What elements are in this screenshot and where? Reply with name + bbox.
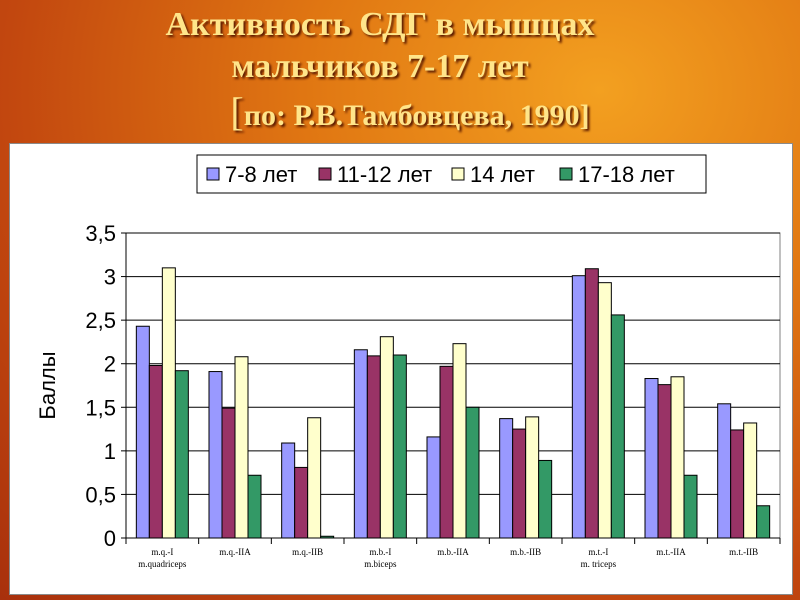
bar — [234, 356, 249, 539]
bar — [366, 355, 381, 539]
bar — [683, 474, 698, 539]
x-category-label: m. triceps — [581, 559, 617, 569]
slide-citation: [по: Р.В.Тамбовцева, 1990] — [10, 88, 800, 135]
bar — [174, 370, 189, 539]
bar — [148, 364, 163, 539]
bar-chart: 0 0,5 1 1,5 2 2,5 3 3,5 m.q.-I m.quadriceps m.q.-I… — [35, 154, 781, 569]
legend-label: 14 лет — [470, 162, 535, 187]
bar — [135, 325, 150, 539]
bar — [353, 349, 368, 539]
slide-title-line2: мальчиков 7-17 лет — [231, 48, 529, 85]
x-category-label: m.biceps — [364, 559, 397, 569]
y-tick-label: 2 — [104, 352, 116, 377]
x-category-label: m.quadriceps — [138, 559, 187, 569]
x-category-label: m.q.-I — [151, 547, 173, 557]
legend-swatch — [559, 167, 573, 181]
bar — [610, 314, 625, 539]
y-tick-label: 2,5 — [85, 308, 116, 333]
legend-label: 17-18 лет — [578, 162, 675, 187]
x-category-label: m.b.-I — [369, 547, 391, 557]
citation-bracket: [ — [230, 89, 244, 134]
legend-label: 7-8 лет — [225, 162, 297, 187]
bar — [525, 416, 540, 539]
legend-swatch — [318, 167, 332, 181]
bar — [379, 336, 394, 539]
x-category-label: m.t.-IIB — [729, 547, 758, 557]
citation-text: по: Р.В.Тамбовцева, 1990] — [243, 99, 590, 132]
slide-title-line1: Активность СДГ в мышцах — [165, 6, 595, 43]
bar — [597, 282, 612, 539]
bar — [670, 376, 685, 539]
bar — [281, 442, 296, 539]
bar — [512, 428, 527, 539]
chart-panel: 0 0,5 1 1,5 2 2,5 3 3,5 m.q.-I m.quadriceps m.q.-I… — [9, 143, 793, 595]
x-category-label: m.q.-IIA — [219, 547, 251, 557]
bar — [208, 371, 223, 539]
bar — [657, 384, 672, 539]
bar — [730, 429, 745, 539]
bar — [571, 275, 586, 539]
x-category-label: m.t.-IIA — [656, 547, 686, 557]
y-tick-label: 0,5 — [85, 482, 116, 507]
x-category-label: m.q.-IIB — [292, 547, 323, 557]
bar — [247, 474, 262, 539]
y-tick-label: 0 — [104, 526, 116, 551]
bar — [584, 268, 599, 539]
bar — [499, 418, 514, 539]
legend-swatch — [206, 167, 220, 181]
legend-label: 11-12 лет — [337, 162, 432, 187]
bar — [161, 267, 176, 539]
bar — [439, 365, 454, 539]
bar — [644, 378, 659, 539]
y-axis-label: Баллы — [35, 351, 60, 419]
y-tick-label: 3,5 — [85, 221, 116, 246]
bar — [221, 407, 236, 539]
bar — [320, 535, 335, 539]
y-tick-label: 1,5 — [85, 395, 116, 420]
bar — [294, 466, 309, 539]
bar — [717, 403, 732, 539]
y-tick-label: 1 — [104, 439, 116, 464]
bar — [465, 406, 480, 539]
y-tick-label: 3 — [104, 265, 116, 290]
x-category-label: m.t.-I — [588, 547, 608, 557]
bar — [756, 505, 771, 539]
bar — [426, 436, 441, 539]
bar — [743, 422, 758, 539]
bar — [538, 459, 553, 539]
x-category-label: m.b.-IIA — [437, 547, 469, 557]
bar — [452, 343, 467, 539]
x-category-label: m.b.-IIB — [510, 547, 541, 557]
legend-swatch — [451, 167, 465, 181]
bar — [392, 354, 407, 539]
bar — [307, 417, 322, 539]
